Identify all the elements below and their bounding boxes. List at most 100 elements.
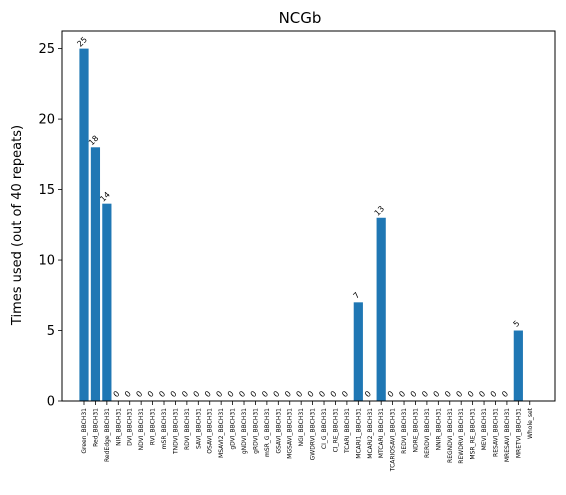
x-tick-label-gRDVI_BBCH31: gRDVI_BBCH31 bbox=[252, 408, 259, 454]
x-tick-label-MTCARI_BBCH31: MTCARI_BBCH31 bbox=[378, 408, 385, 458]
x-tick-label-GWDRVI_BBCH31: GWDRVI_BBCH31 bbox=[310, 408, 317, 461]
x-tick-label-REGNDVI_BBCH31: REGNDVI_BBCH31 bbox=[447, 408, 454, 463]
x-tick-label-TNDVI_BBCH31: TNDVI_BBCH31 bbox=[172, 408, 179, 455]
x-tick-label-Green_BBCH31: Green_BBCH31 bbox=[81, 408, 88, 454]
bar-MTCARI_BBCH31 bbox=[376, 217, 386, 401]
data-label-CI_RE_BBCH31: 0 bbox=[329, 389, 339, 399]
data-label-MSR_RE_BBCH31: 0 bbox=[466, 389, 476, 399]
x-tick-label-SAVI_BBCH31: SAVI_BBCH31 bbox=[195, 408, 202, 449]
x-tick-label-DVI_BBCH31: DVI_BBCH31 bbox=[127, 408, 134, 446]
y-axis-label: Times used (out of 40 repeats) bbox=[10, 125, 25, 326]
x-tick-label-mSR_BBCH31: mSR_BBCH31 bbox=[161, 408, 168, 449]
x-tick-label-MEVI_BBCH31: MEVI_BBCH31 bbox=[481, 408, 488, 450]
data-label-MGSAVI_BBCH31: 0 bbox=[283, 389, 293, 399]
data-label-gRDVI_BBCH31: 0 bbox=[249, 389, 259, 399]
x-tick-label-Whole_set: Whole_set bbox=[527, 407, 534, 439]
x-tick-label-CI_G_BBCH31: CI_G_BBCH31 bbox=[321, 408, 328, 449]
bar-MRETVI_BBCH31 bbox=[513, 330, 523, 401]
data-label-gNDVI_BBCH31: 0 bbox=[237, 389, 247, 399]
data-label-MTCARI_BBCH31: 13 bbox=[373, 204, 387, 218]
x-tick-label-TCARIOSAVI_BBCH31: TCARIOSAVI_BBCH31 bbox=[390, 408, 397, 472]
x-tick-label-RVI_BBCH31: RVI_BBCH31 bbox=[150, 408, 157, 445]
data-label-mSR_BBCH31: 0 bbox=[157, 389, 167, 399]
x-tick-label-MCARI2_BBCH31: MCARI2_BBCH31 bbox=[367, 408, 374, 459]
x-tick-label-Red_BBCH31: Red_BBCH31 bbox=[92, 408, 99, 447]
data-label-TCARI_BBCH31: 0 bbox=[340, 389, 350, 399]
data-label-MCARI2_BBCH31: 0 bbox=[363, 389, 373, 399]
data-label-OSAVI_BBCH31: 0 bbox=[203, 389, 213, 399]
x-tick-label-CI_RE_BBCH31: CI_RE_BBCH31 bbox=[332, 408, 339, 453]
data-label-RedEdge_BBCH31: 14 bbox=[98, 190, 112, 204]
x-tick-label-REWDRVI_BBCH31: REWDRVI_BBCH31 bbox=[458, 408, 465, 464]
x-tick-label-NIR_BBCH31: NIR_BBCH31 bbox=[115, 408, 122, 446]
y-tick-label-0: 0 bbox=[47, 395, 55, 410]
data-label-SAVI_BBCH31: 0 bbox=[192, 389, 202, 399]
bars-layer bbox=[79, 48, 523, 402]
x-tick-label-NNIR_BBCH31: NNIR_BBCH31 bbox=[435, 408, 442, 451]
x-tick-label-gDVI_BBCH31: gDVI_BBCH31 bbox=[230, 408, 237, 450]
plot-frame bbox=[61, 30, 556, 402]
data-label-NDRE_BBCH31: 0 bbox=[409, 389, 419, 399]
x-tick-label-mSR_G_BBCH31: mSR_G_BBCH31 bbox=[264, 408, 271, 457]
data-label-MSAVI2_BBCH31: 0 bbox=[214, 389, 224, 399]
x-tick-label-gNDVI_BBCH31: gNDVI_BBCH31 bbox=[241, 408, 248, 454]
x-tick-label-RESAVI_BBCH31: RESAVI_BBCH31 bbox=[492, 408, 499, 457]
chart-title: NCGb bbox=[279, 9, 322, 27]
data-label-TNDVI_BBCH31: 0 bbox=[169, 389, 179, 399]
data-label-mSR_G_BBCH31: 0 bbox=[260, 389, 270, 399]
data-label-NIR_BBCH31: 0 bbox=[112, 389, 122, 399]
data-label-NGI_BBCH31: 0 bbox=[294, 389, 304, 399]
data-label-DVI_BBCH31: 0 bbox=[123, 389, 133, 399]
data-label-NDVI_BBCH31: 0 bbox=[134, 389, 144, 399]
data-label-MRETVI_BBCH31: 5 bbox=[512, 319, 522, 329]
x-tick-label-OSAVI_BBCH31: OSAVI_BBCH31 bbox=[207, 408, 214, 454]
x-tick-label-MGSAVI_BBCH31: MGSAVI_BBCH31 bbox=[287, 408, 294, 459]
x-tick-label-TCARI_BBCH31: TCARI_BBCH31 bbox=[344, 408, 351, 454]
y-tick-label-5: 5 bbox=[47, 324, 55, 339]
x-tick-label-RDVI_BBCH31: RDVI_BBCH31 bbox=[184, 408, 191, 450]
y-tick-label-15: 15 bbox=[38, 183, 55, 198]
bar-MCARI1_BBCH31 bbox=[353, 302, 363, 401]
x-tick-label-MRESAVI_BBCH31: MRESAVI_BBCH31 bbox=[504, 408, 511, 462]
x-tick-label-RERDVI_BBCH31: RERDVI_BBCH31 bbox=[424, 408, 431, 458]
x-tick-label-NDVI_BBCH31: NDVI_BBCH31 bbox=[138, 408, 145, 451]
x-tick-label-REDVI_BBCH31: REDVI_BBCH31 bbox=[401, 408, 408, 454]
bar-Green_BBCH31 bbox=[79, 48, 89, 402]
x-axis: Green_BBCH31 Red_BBCH31 RedEdge_BBCH31 NIR_… bbox=[81, 401, 534, 472]
data-label-Green_BBCH31: 25 bbox=[75, 35, 89, 49]
x-tick-label-NDRE_BBCH31: NDRE_BBCH31 bbox=[412, 408, 419, 453]
data-label-REWDRVI_BBCH31: 0 bbox=[454, 389, 464, 399]
data-label-MRESAVI_BBCH31: 0 bbox=[500, 389, 510, 399]
y-axis: 0 5 10 15 20 25 bbox=[38, 42, 62, 410]
data-label-CI_G_BBCH31: 0 bbox=[317, 389, 327, 399]
bar-RedEdge_BBCH31 bbox=[102, 203, 112, 401]
data-label-REGNDVI_BBCH31: 0 bbox=[443, 389, 453, 399]
x-tick-label-MCARI1_BBCH31: MCARI1_BBCH31 bbox=[355, 408, 362, 459]
data-label-TCARIOSAVI_BBCH31: 0 bbox=[386, 389, 396, 399]
data-label-RERDVI_BBCH31: 0 bbox=[420, 389, 430, 399]
data-label-GWDRVI_BBCH31: 0 bbox=[306, 389, 316, 399]
data-label-GSAVI_BBCH31: 0 bbox=[272, 389, 282, 399]
data-label-REDVI_BBCH31: 0 bbox=[397, 389, 407, 399]
data-label-MEVI_BBCH31: 0 bbox=[477, 389, 487, 399]
x-tick-label-NGI_BBCH31: NGI_BBCH31 bbox=[298, 408, 305, 447]
y-tick-label-20: 20 bbox=[38, 113, 55, 128]
x-tick-label-MSR_RE_BBCH31: MSR_RE_BBCH31 bbox=[470, 408, 477, 460]
data-label-NNIR_BBCH31: 0 bbox=[432, 389, 442, 399]
data-label-RESAVI_BBCH31: 0 bbox=[489, 389, 499, 399]
data-label-RVI_BBCH31: 0 bbox=[146, 389, 156, 399]
bar-Red_BBCH31 bbox=[90, 147, 101, 401]
y-tick-label-25: 25 bbox=[38, 42, 55, 57]
x-tick-label-MSAVI2_BBCH31: MSAVI2_BBCH31 bbox=[218, 408, 225, 458]
data-label-Red_BBCH31: 18 bbox=[87, 134, 101, 148]
data-label-MCARI1_BBCH31: 7 bbox=[352, 291, 362, 301]
data-label-gDVI_BBCH31: 0 bbox=[226, 389, 236, 399]
y-tick-label-10: 10 bbox=[38, 254, 55, 269]
data-label-RDVI_BBCH31: 0 bbox=[180, 389, 190, 399]
x-tick-label-GSAVI_BBCH31: GSAVI_BBCH31 bbox=[275, 408, 282, 454]
x-tick-label-MRETVI_BBCH31: MRETVI_BBCH31 bbox=[515, 408, 522, 458]
x-tick-label-RedEdge_BBCH31: RedEdge_BBCH31 bbox=[104, 408, 111, 462]
